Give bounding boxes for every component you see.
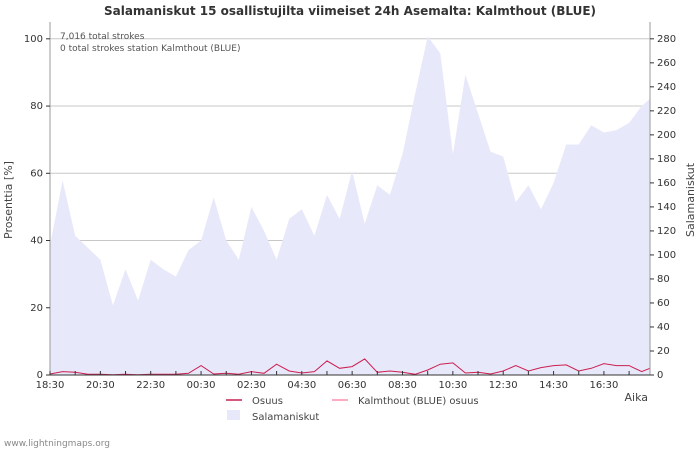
legend-label: Kalmthout (BLUE) osuus — [358, 396, 479, 407]
right-tick-label: 280 — [657, 34, 676, 45]
legend-label: Osuus — [252, 396, 283, 407]
left-tick-label: 60 — [30, 168, 43, 179]
x-tick-label: 18:30 — [36, 380, 65, 391]
left-tick-label: 20 — [30, 303, 43, 314]
right-tick-label: 180 — [657, 154, 676, 165]
x-tick-label: 20:30 — [86, 380, 115, 391]
x-tick-label: 00:30 — [187, 380, 216, 391]
x-tick-label: 10:30 — [438, 380, 467, 391]
x-tick-label: 04:30 — [287, 380, 316, 391]
x-axis-ticks: 18:30 20:30 22:30 00:30 02:30 04:30 06:30 08:30… — [36, 371, 630, 391]
y-axis-left-label: Prosenttia [%] — [2, 161, 15, 239]
y-axis-right-label: Salamaniskut — [684, 162, 697, 237]
x-tick-label: 14:30 — [539, 380, 568, 391]
x-tick-label: 02:30 — [237, 380, 266, 391]
right-tick-label: 160 — [657, 178, 676, 189]
strokes-area-layer — [50, 36, 650, 376]
left-tick-label: 40 — [30, 236, 43, 247]
legend-label: Salamaniskut — [252, 412, 319, 423]
right-tick-label: 240 — [657, 82, 676, 93]
x-tick-label: 06:30 — [338, 380, 367, 391]
left-tick-label: 100 — [24, 34, 43, 45]
right-tick-label: 140 — [657, 202, 676, 213]
right-axis-ticks: 0 20 40 60 80 100 120 140 160 180 200 220 240 260 280 — [650, 34, 676, 381]
right-tick-label: 100 — [657, 250, 676, 261]
info-station-strokes: 0 total strokes station Kalmthout (BLUE) — [60, 44, 240, 54]
x-tick-label: 08:30 — [388, 380, 417, 391]
right-tick-label: 200 — [657, 130, 676, 141]
chart-title: Salamaniskut 15 osallistujilta viimeiset… — [104, 4, 596, 18]
info-total-strokes: 7,016 total strokes — [60, 32, 145, 42]
right-tick-label: 120 — [657, 226, 676, 237]
right-tick-label: 80 — [657, 274, 670, 285]
right-tick-label: 20 — [657, 346, 670, 357]
left-tick-label: 80 — [30, 101, 43, 112]
right-tick-label: 260 — [657, 58, 676, 69]
legend: Osuus Kalmthout (BLUE) osuus Salamaniskut — [226, 396, 479, 423]
right-tick-label: 40 — [657, 322, 670, 333]
right-tick-label: 0 — [657, 370, 663, 381]
series-area-strokes — [50, 36, 650, 376]
x-tick-label: 12:30 — [489, 380, 518, 391]
x-tick-label: 16:30 — [590, 380, 619, 391]
legend-marker-swatch — [227, 410, 240, 420]
right-tick-label: 220 — [657, 106, 676, 117]
left-axis-ticks: 0 20 40 60 80 100 — [24, 34, 50, 381]
x-tick-label: 22:30 — [136, 380, 165, 391]
x-axis-label: Aika — [625, 391, 649, 404]
footer-site: www.lightningmaps.org — [4, 439, 110, 449]
right-tick-label: 60 — [657, 298, 670, 309]
left-tick-label: 0 — [37, 370, 43, 381]
